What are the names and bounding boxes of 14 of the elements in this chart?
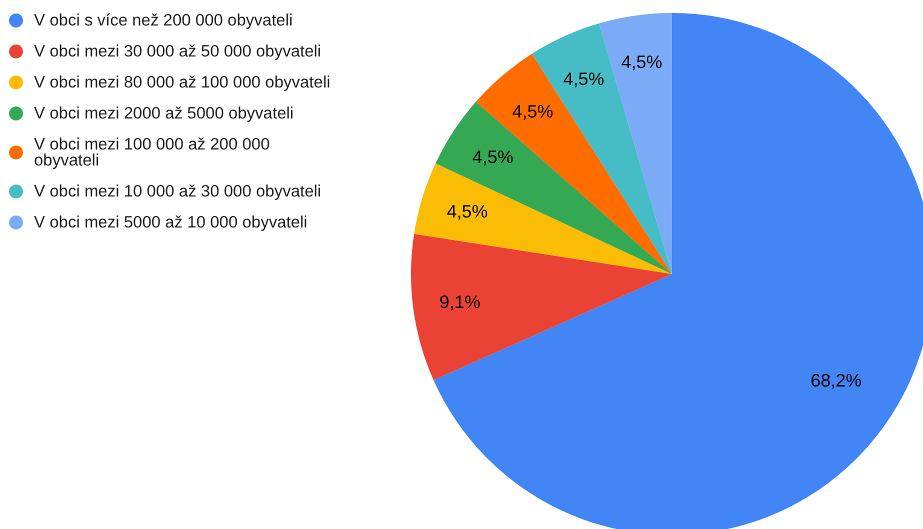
data-label: 4,5% <box>512 101 554 122</box>
legend-label: V obci mezi 2000 až 5000 obyvateli <box>34 104 294 122</box>
data-label: 4,5% <box>472 146 514 167</box>
data-label: 4,5% <box>563 69 604 90</box>
data-label: 68,2% <box>810 370 862 391</box>
legend-label: V obci mezi 30 000 až 50 000 obyvateli <box>34 42 322 60</box>
data-label: 4,5% <box>446 202 488 222</box>
data-label: 9,1% <box>439 292 480 312</box>
legend-label: V obci mezi 5000 až 10 000 obyvateli <box>34 214 308 232</box>
data-label: 4,5% <box>621 52 662 72</box>
legend-label: V obci s více než 200 000 obyvateli <box>34 12 293 30</box>
legend-label: V obci mezi 80 000 až 100 000 obyvateli <box>34 74 330 92</box>
legend-label: V obci mezi 10 000 až 30 000 obyvateli <box>34 182 322 200</box>
legend-label: V obci mezi 100 000 až 200 000 obyvateli <box>34 136 274 170</box>
